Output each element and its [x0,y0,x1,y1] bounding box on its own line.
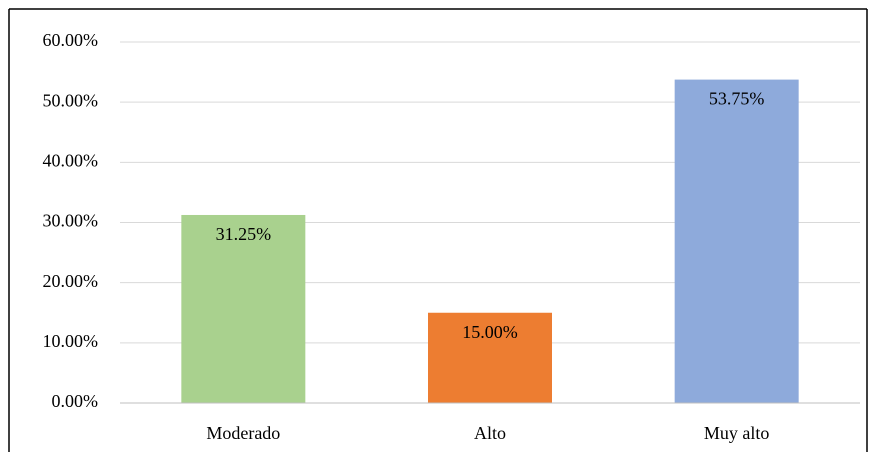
data-label: 53.75% [709,89,765,109]
bar [674,79,799,404]
x-tick-label: Alto [474,423,506,443]
y-tick-label: 10.00% [43,331,99,351]
data-label: 31.25% [216,224,272,244]
y-tick-label: 60.00% [43,30,99,50]
bar [428,312,552,403]
x-tick-label: Muy alto [704,423,770,443]
data-label: 15.00% [462,322,518,342]
y-tick-label: 40.00% [43,150,99,170]
y-tick-label: 30.00% [43,211,99,231]
y-tick-label: 0.00% [52,391,99,411]
x-tick-label: Moderado [206,423,280,443]
bar [181,214,306,403]
y-tick-label: 50.00% [43,90,99,110]
y-tick-label: 20.00% [43,271,99,291]
